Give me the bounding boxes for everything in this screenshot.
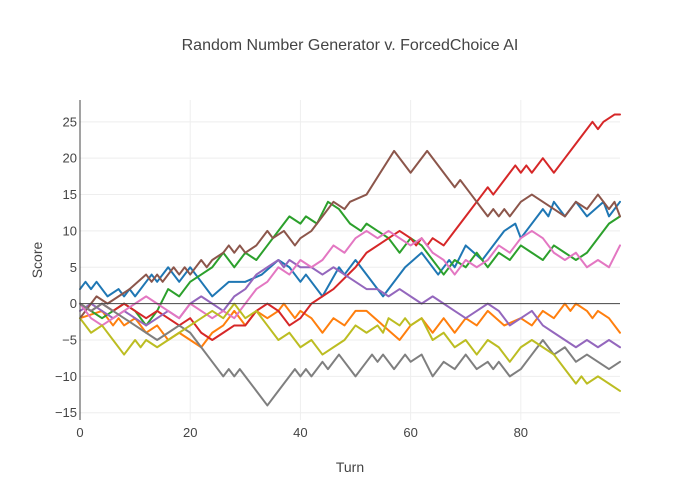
y-gridlines (80, 121, 620, 414)
y-tick-label: 0 (70, 296, 77, 311)
x-tick-label: 0 (76, 425, 83, 440)
series-line-8 (79, 302, 621, 407)
series-line-6 (79, 149, 621, 320)
y-tick-label: −5 (62, 333, 77, 348)
series-line-1 (79, 200, 621, 298)
y-tick-label: 10 (63, 223, 77, 238)
series-line-4 (79, 113, 621, 341)
x-tick-labels: 0 20 40 60 80 (76, 425, 528, 440)
y-tick-label: −15 (55, 405, 77, 420)
x-axis-label: Turn (336, 459, 364, 475)
series-line-9 (79, 302, 621, 392)
y-tick-label: 25 (63, 114, 77, 129)
y-tick-label: 5 (70, 260, 77, 275)
x-tick-label: 20 (183, 425, 197, 440)
x-gridlines (189, 100, 522, 420)
y-tick-label: 20 (63, 151, 77, 166)
x-tick-label: 40 (293, 425, 307, 440)
chart-title: Random Number Generator v. ForcedChoice … (182, 37, 519, 54)
series-line-7 (79, 229, 621, 327)
x-tick-label: 60 (403, 425, 417, 440)
y-tick-label: −10 (55, 369, 77, 384)
x-tick-label: 80 (514, 425, 528, 440)
y-tick-label: 15 (63, 187, 77, 202)
series-group (79, 113, 621, 407)
y-tick-labels: −15 −10 −5 0 5 10 15 20 25 (55, 114, 77, 420)
y-axis-label: Score (29, 242, 45, 279)
series-line-2 (79, 302, 621, 349)
series-line-3 (79, 200, 621, 327)
